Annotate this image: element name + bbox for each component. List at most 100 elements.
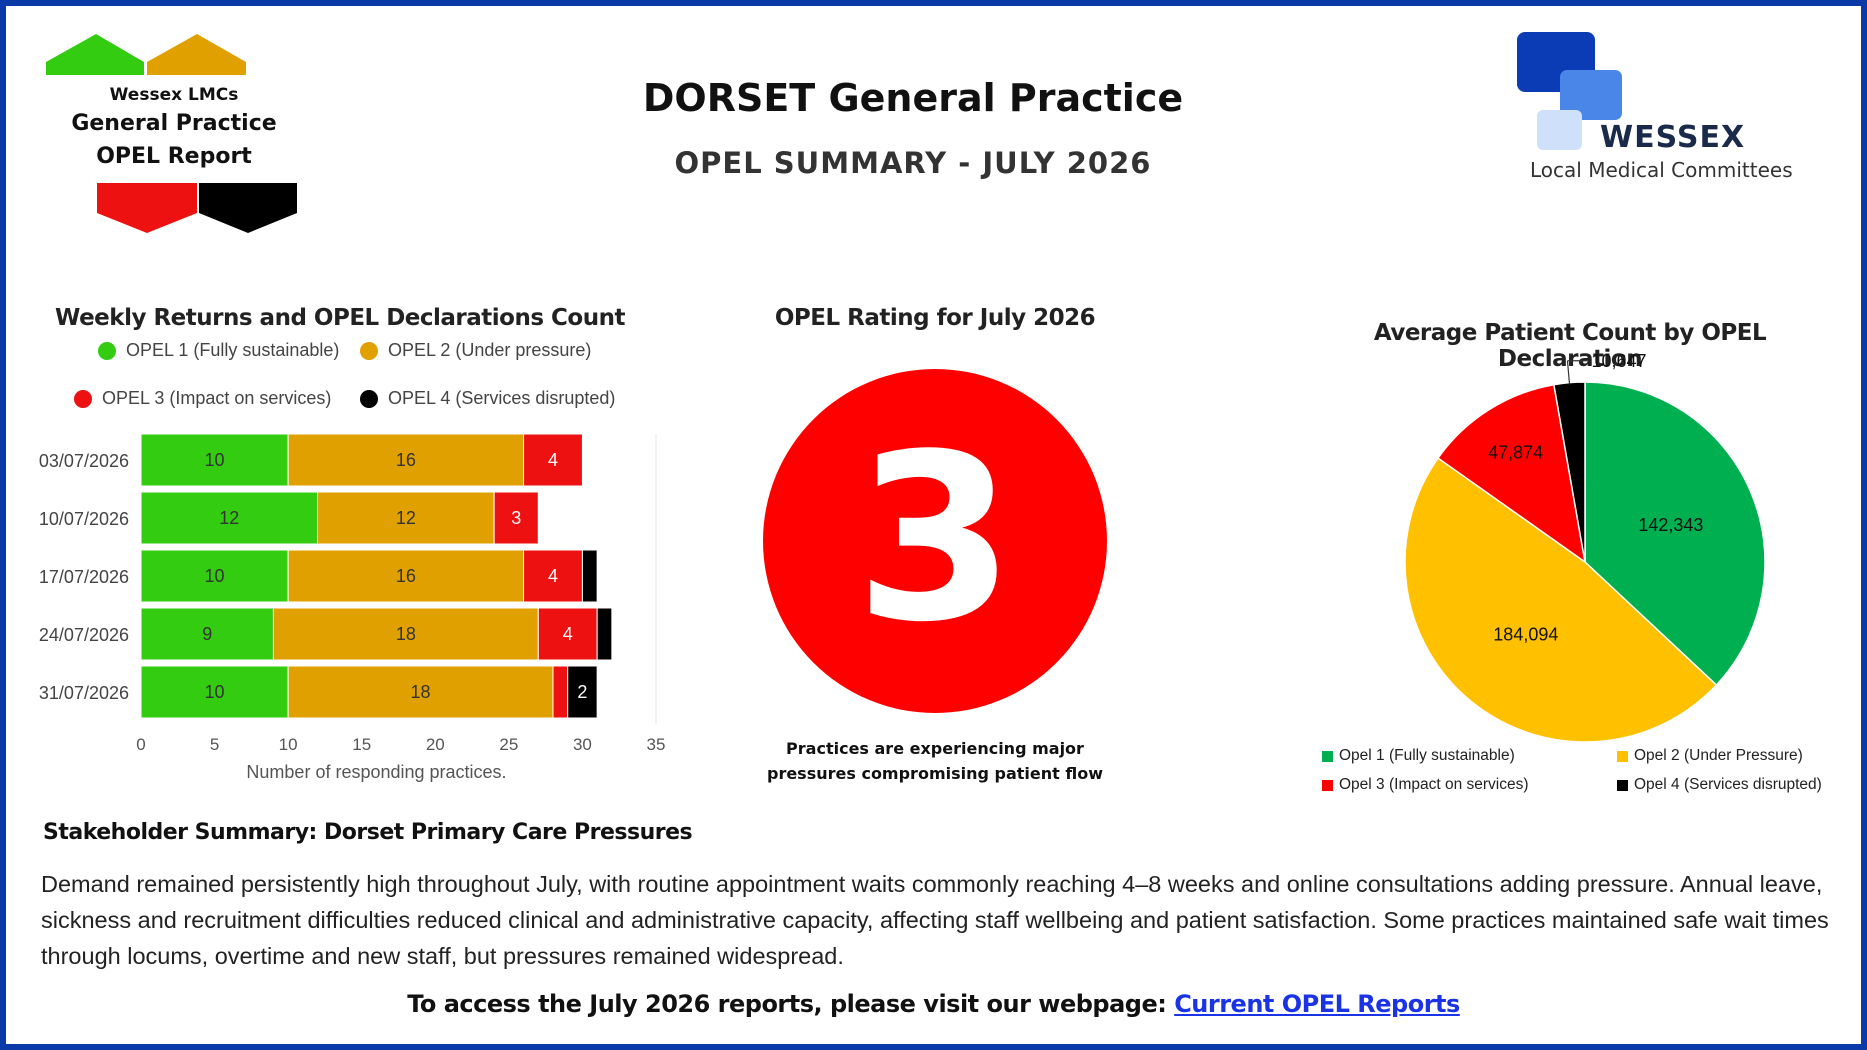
y-tick-label: 03/07/2026 <box>39 451 129 471</box>
pie-legend-swatch-opel4 <box>1617 779 1628 791</box>
bar-data-label: 2 <box>577 682 587 702</box>
bar-segment-2 <box>287 665 554 719</box>
legend-item-opel4: OPEL 4 (Services disrupted) <box>360 388 615 409</box>
legend-label-opel3: OPEL 3 (Impact on services) <box>102 388 332 408</box>
bar-chart-title: Weekly Returns and OPEL Declarations Cou… <box>55 305 625 331</box>
x-tick-label: 20 <box>426 735 445 754</box>
bar-segment-3 <box>493 491 539 545</box>
pie-legend-label-opel2: Opel 2 (Under Pressure) <box>1634 747 1803 764</box>
bar-data-label: 10 <box>205 682 225 702</box>
rating-circle-fill <box>763 369 1107 713</box>
pie-legend-swatch-opel3 <box>1322 779 1333 791</box>
current-opel-reports-link[interactable]: Current OPEL Reports <box>1174 990 1460 1018</box>
badge-red-flag <box>97 183 197 233</box>
y-tick-label: 31/07/2026 <box>39 683 129 703</box>
bar-data-label: 12 <box>396 508 416 528</box>
x-tick-label: 5 <box>210 735 219 754</box>
pie-chart-title: Average Patient Count by OPEL Declaratio… <box>1373 320 1767 372</box>
rating-caption-line1: Practices are experiencing major <box>786 739 1084 758</box>
bar-segment-1 <box>140 491 319 545</box>
legend-item-opel1: OPEL 1 (Fully sustainable) <box>98 340 339 361</box>
pie-legend-item-opel2: Opel 2 (Under Pressure) <box>1617 747 1803 765</box>
bar-data-label: 3 <box>511 508 521 528</box>
bar-data-label: 18 <box>411 682 431 702</box>
rating-title: OPEL Rating for July 2026 <box>774 305 1096 331</box>
badge-green-roof <box>46 34 144 75</box>
access-line: To access the July 2026 reports, please … <box>0 990 1867 1018</box>
pie-legend-label-opel4: Opel 4 (Services disrupted) <box>1634 776 1822 793</box>
bar-data-label: 4 <box>563 624 573 644</box>
bar-segment-3 <box>523 433 583 487</box>
badge-black-flag <box>199 183 297 233</box>
page-title: DORSET General Practice <box>642 76 1184 120</box>
access-text: To access the July 2026 reports, please … <box>407 990 1175 1018</box>
pie-data-label: 10,647 <box>1591 351 1646 371</box>
legend-item-opel3: OPEL 3 (Impact on services) <box>74 388 331 409</box>
pie-legend-item-opel3: Opel 3 (Impact on services) <box>1322 776 1529 794</box>
lmc-badge-line1: Wessex LMCs <box>109 85 239 105</box>
legend-item-opel2: OPEL 2 (Under pressure) <box>360 340 591 361</box>
pie-legend-swatch-opel2 <box>1617 750 1628 762</box>
rating-caption: Practices are experiencing major pressur… <box>765 736 1105 786</box>
pie-slice-2 <box>1404 457 1718 743</box>
legend-swatch-opel1 <box>98 341 116 360</box>
legend-label-opel1: OPEL 1 (Fully sustainable) <box>126 340 340 360</box>
bar-data-label: 9 <box>202 624 212 644</box>
pie-legend-item-opel1: Opel 1 (Fully sustainable) <box>1322 747 1515 765</box>
bar-data-label: 10 <box>205 450 225 470</box>
pie-chart: 142,343 184,094 47,874 10,647 <box>1404 351 1766 743</box>
summary-body: Demand remained persistently high throug… <box>41 871 1829 969</box>
pie-legend-item-opel4: Opel 4 (Services disrupted) <box>1617 776 1822 794</box>
x-tick-label: 25 <box>499 735 518 754</box>
x-tick-label: 35 <box>647 735 666 754</box>
bar-data-label: 16 <box>396 566 416 586</box>
lmc-badge-graphic <box>46 34 297 233</box>
bar-data-label: 18 <box>396 624 416 644</box>
pie-leader-line <box>1566 360 1571 385</box>
rating-caption-line2: pressures compromising patient flow <box>766 764 1103 783</box>
bar-data-label: 4 <box>548 566 558 586</box>
lmc-badge-line2: General Practice <box>71 111 277 136</box>
pie-data-label: 142,343 <box>1638 515 1703 535</box>
pie-slice-3 <box>1437 383 1587 564</box>
bar-segment-1 <box>140 607 274 661</box>
pie-data-label: 184,094 <box>1493 625 1558 645</box>
pie-legend-label-opel1: Opel 1 (Fully sustainable) <box>1339 747 1515 764</box>
summary-title: Stakeholder Summary: Dorset Primary Care… <box>43 820 693 845</box>
x-tick-label: 30 <box>573 735 592 754</box>
legend-swatch-opel4 <box>360 389 378 408</box>
x-axis-label: Number of responding practices. <box>246 762 506 782</box>
x-tick-label: 10 <box>279 735 298 754</box>
bar-segment-3 <box>537 607 598 661</box>
page-subtitle: OPEL SUMMARY - JULY 2026 <box>674 146 1152 180</box>
x-tick-label: 15 <box>352 735 371 754</box>
bar-segment-1 <box>140 549 289 603</box>
bar-segment-4 <box>596 607 613 661</box>
y-tick-label: 10/07/2026 <box>39 509 129 529</box>
bar-segment-2 <box>272 607 539 661</box>
y-tick-label: 24/07/2026 <box>39 625 129 645</box>
bar-segment-3 <box>523 549 583 603</box>
bar-data-label: 12 <box>219 508 239 528</box>
rating-value: 3 <box>855 406 1015 673</box>
pie-slice-1 <box>1584 381 1766 687</box>
y-tick-label: 17/07/2026 <box>39 567 129 587</box>
pie-legend-label-opel3: Opel 3 (Impact on services) <box>1339 776 1529 793</box>
bar-chart: 03/07/2026 10 16 4 10/07/2026 12 12 3 17/07/2026… <box>39 433 666 782</box>
wessex-logo-tagline: Local Medical Committees <box>1530 158 1793 182</box>
badge-amber-roof <box>147 34 246 75</box>
wessex-logo-mark <box>1517 32 1622 150</box>
bar-segment-1 <box>140 433 289 487</box>
pie-legend-swatch-opel1 <box>1322 750 1333 762</box>
bar-segment-3 <box>552 665 569 719</box>
bar-data-label: 4 <box>548 450 558 470</box>
rating-circle: 3 <box>763 369 1107 713</box>
bar-segment-2 <box>287 433 525 487</box>
wessex-logo-name: WESSEX <box>1600 120 1746 155</box>
bar-data-label: 16 <box>396 450 416 470</box>
legend-label-opel4: OPEL 4 (Services disrupted) <box>388 388 616 408</box>
legend-label-opel2: OPEL 2 (Under pressure) <box>388 340 592 360</box>
bar-data-label: 10 <box>205 566 225 586</box>
pie-data-label: 47,874 <box>1488 443 1543 463</box>
bar-segment-4 <box>581 549 598 603</box>
